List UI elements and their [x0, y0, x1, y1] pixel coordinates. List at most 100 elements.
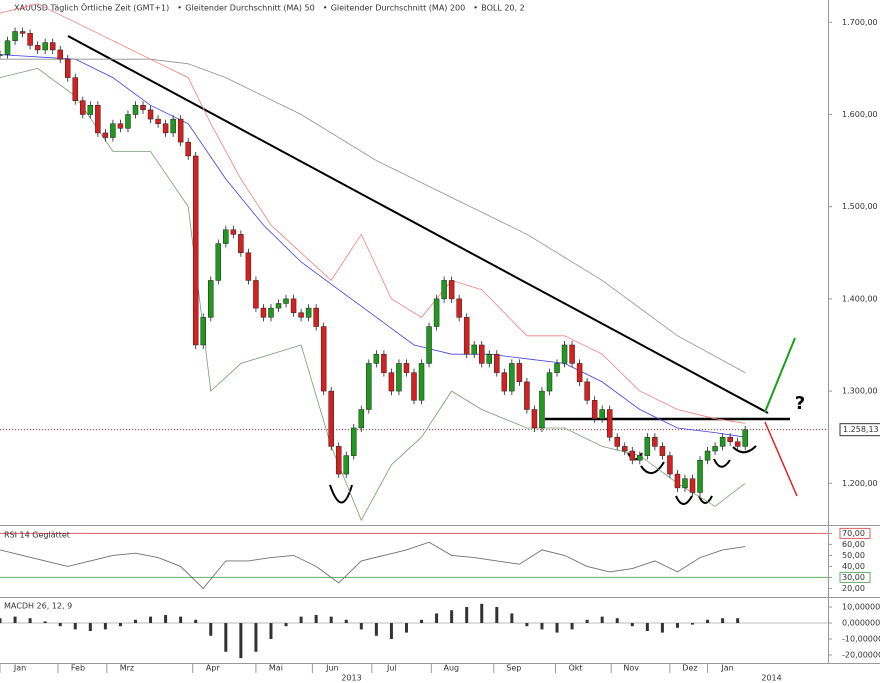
x-tick-label: Feb [71, 664, 85, 673]
histogram-bar [555, 623, 559, 633]
histogram-bar [314, 615, 318, 624]
candle [637, 455, 643, 461]
candle [64, 58, 71, 78]
last-price-tag [839, 423, 880, 437]
annotations [67, 35, 798, 505]
y-tick-label: 1.400,00 [842, 294, 878, 303]
histogram-bar [660, 623, 664, 633]
histogram-bar [736, 618, 740, 624]
frame [0, 0, 880, 664]
histogram-bar [600, 616, 604, 624]
candle [599, 409, 605, 419]
y-tick-label: 1.200,00 [842, 479, 878, 488]
candle [727, 436, 733, 443]
x-tick-label: Aug [444, 664, 460, 673]
histogram-bar [585, 619, 589, 624]
candle [614, 436, 620, 447]
histogram-bar [344, 619, 348, 624]
candle [667, 455, 673, 475]
candle [373, 353, 380, 364]
histogram-bar [149, 616, 153, 624]
panel-title: MACDH 26, 12, 9 [4, 602, 72, 611]
up-projection [764, 337, 796, 413]
candle [584, 381, 590, 401]
candle [448, 280, 455, 300]
candle [34, 45, 41, 51]
y-tick-label: 30,00 [842, 573, 865, 582]
candle [366, 363, 372, 410]
band-upper [0, 3, 746, 424]
candle [682, 478, 688, 489]
trend-line [67, 35, 769, 414]
level-tag [839, 571, 871, 583]
candle [335, 446, 342, 475]
x-tick-label: Mai [269, 664, 283, 673]
candle [320, 326, 327, 392]
band-lower [0, 67, 746, 522]
candle [712, 446, 718, 452]
pattern-mark [640, 461, 665, 474]
histogram-bar [73, 623, 77, 630]
y-tick-label: 0,000000 [842, 619, 880, 628]
histogram-bar [495, 607, 499, 624]
pattern-mark [329, 484, 353, 504]
histogram-bar [706, 619, 710, 624]
period-label: 2014 [761, 674, 781, 683]
legend-label: Gleitender Durchschnitt (MA) 200 [331, 4, 466, 13]
histogram-bar [0, 618, 2, 624]
candle [433, 298, 440, 327]
histogram-bar [525, 623, 529, 627]
histogram-bar [209, 623, 213, 636]
histogram-bar [420, 619, 424, 624]
histogram-bar [43, 621, 47, 624]
histogram-bar [299, 616, 303, 624]
candle [170, 118, 176, 134]
candle [719, 436, 726, 447]
y-tick-label: -20,000000 [842, 650, 880, 659]
annotation-text: ? [795, 393, 805, 414]
histogram-bar [118, 623, 122, 627]
histogram-bar [28, 618, 32, 624]
candle [27, 33, 33, 46]
candle [230, 229, 237, 235]
candle [734, 441, 741, 447]
candle [162, 123, 169, 134]
candle [456, 298, 462, 318]
candle [0, 54, 3, 56]
candle [49, 42, 56, 51]
candle [177, 118, 184, 143]
candle [305, 307, 312, 318]
x-tick-label: Apr [206, 664, 221, 673]
candle [591, 400, 598, 419]
panel-title: RSI 14 Geglättet [4, 531, 70, 540]
panel-title: XAUUSD Täglich Örtliche Zeit (GMT+1) [14, 3, 169, 13]
histogram-bar [329, 616, 333, 624]
histogram-bar [269, 623, 273, 639]
histogram-bar [630, 623, 634, 627]
legend-dot: • [323, 4, 328, 13]
moving-average [0, 58, 746, 373]
candle [290, 298, 297, 313]
candle [569, 344, 575, 364]
candle [494, 353, 500, 373]
candle [12, 31, 18, 41]
y-tick-label: 70,00 [842, 529, 865, 538]
candle [351, 427, 357, 456]
pattern-mark [698, 495, 713, 504]
legend-label: Gleitender Durchschnitt (MA) 50 [185, 4, 314, 13]
candle [697, 459, 703, 493]
candle [215, 243, 222, 281]
x-tick-label: Jan [13, 664, 26, 673]
candle [95, 105, 101, 134]
candle [742, 429, 748, 447]
histogram-bar [179, 616, 183, 624]
candle [132, 105, 139, 115]
candle [486, 353, 493, 364]
candle [531, 409, 538, 429]
candle [298, 312, 304, 318]
candle [57, 49, 63, 60]
candle [652, 436, 658, 447]
candle [606, 409, 613, 438]
period-label: 2013 [341, 674, 361, 683]
candle [561, 344, 568, 364]
